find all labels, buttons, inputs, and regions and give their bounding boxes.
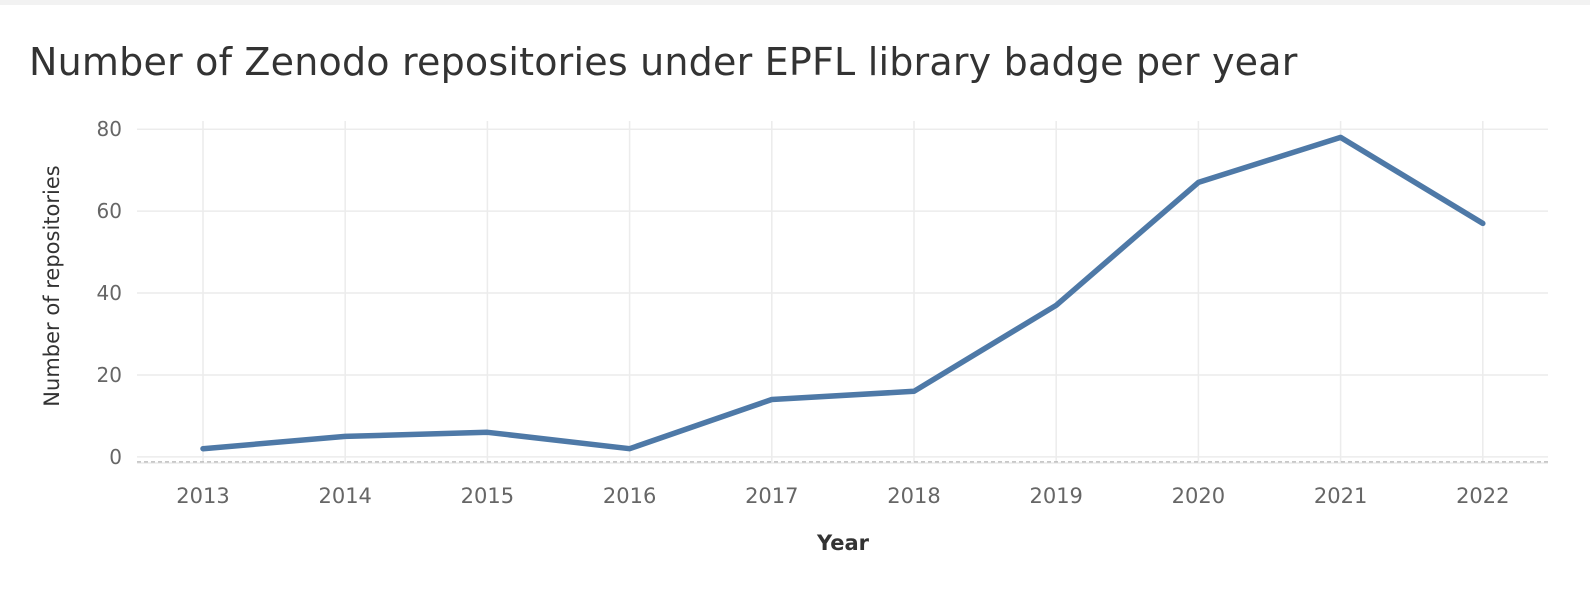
- y-tick-label: 0: [109, 445, 122, 469]
- y-tick-labels: 0 20 40 60 80: [97, 117, 122, 469]
- x-tick-label: 2022: [1456, 484, 1509, 508]
- y-tick-label: 20: [97, 363, 122, 387]
- y-tick-label: 80: [97, 117, 122, 141]
- x-tick-label: 2020: [1172, 484, 1225, 508]
- y-tick-label: 60: [97, 199, 122, 223]
- x-tick-label: 2019: [1029, 484, 1082, 508]
- y-tick-label: 40: [97, 281, 122, 305]
- grid-lines: [137, 121, 1548, 464]
- x-tick-label: 2014: [318, 484, 371, 508]
- x-tick-labels: 2013 2014 2015 2016 2017 2018 2019 2020 2021 2022: [176, 484, 1509, 508]
- y-axis-title: Number of repositories: [40, 165, 64, 406]
- x-tick-label: 2018: [887, 484, 940, 508]
- x-tick-label: 2017: [745, 484, 798, 508]
- x-tick-label: 2015: [461, 484, 514, 508]
- x-axis-title: Year: [816, 531, 870, 555]
- x-tick-label: 2021: [1314, 484, 1367, 508]
- x-tick-label: 2013: [176, 484, 229, 508]
- top-strip: [0, 0, 1590, 5]
- chart-title: Number of Zenodo repositories under EPFL…: [29, 40, 1298, 84]
- series-line: [200, 134, 1486, 452]
- x-tick-label: 2016: [603, 484, 656, 508]
